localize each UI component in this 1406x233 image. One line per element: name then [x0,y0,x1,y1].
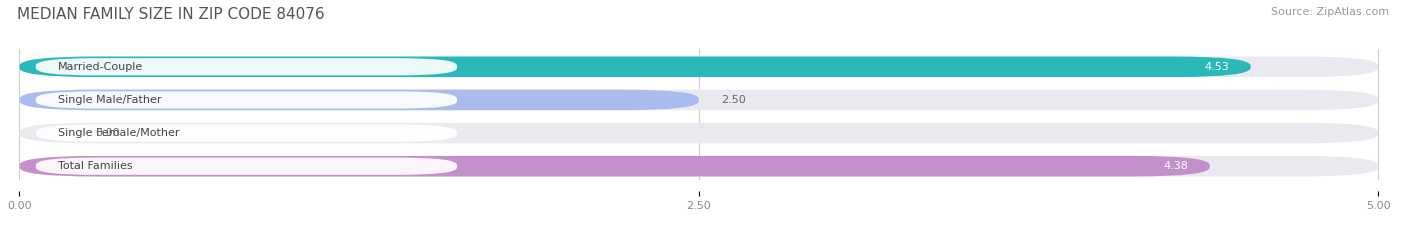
Text: Single Female/Mother: Single Female/Mother [58,128,179,138]
FancyBboxPatch shape [20,156,1378,176]
FancyBboxPatch shape [35,91,457,109]
Text: MEDIAN FAMILY SIZE IN ZIP CODE 84076: MEDIAN FAMILY SIZE IN ZIP CODE 84076 [17,7,325,22]
Text: Single Male/Father: Single Male/Father [58,95,162,105]
FancyBboxPatch shape [20,90,1378,110]
FancyBboxPatch shape [20,57,1378,77]
Text: 4.53: 4.53 [1204,62,1229,72]
Text: Total Families: Total Families [58,161,132,171]
Text: Source: ZipAtlas.com: Source: ZipAtlas.com [1271,7,1389,17]
FancyBboxPatch shape [20,57,1250,77]
FancyBboxPatch shape [20,90,699,110]
Text: 0.00: 0.00 [96,128,121,138]
FancyBboxPatch shape [35,124,457,142]
FancyBboxPatch shape [20,123,1378,143]
FancyBboxPatch shape [20,156,1209,176]
FancyBboxPatch shape [35,58,457,75]
Text: 2.50: 2.50 [721,95,745,105]
Text: Married-Couple: Married-Couple [58,62,143,72]
FancyBboxPatch shape [35,158,457,175]
Text: 4.38: 4.38 [1163,161,1188,171]
